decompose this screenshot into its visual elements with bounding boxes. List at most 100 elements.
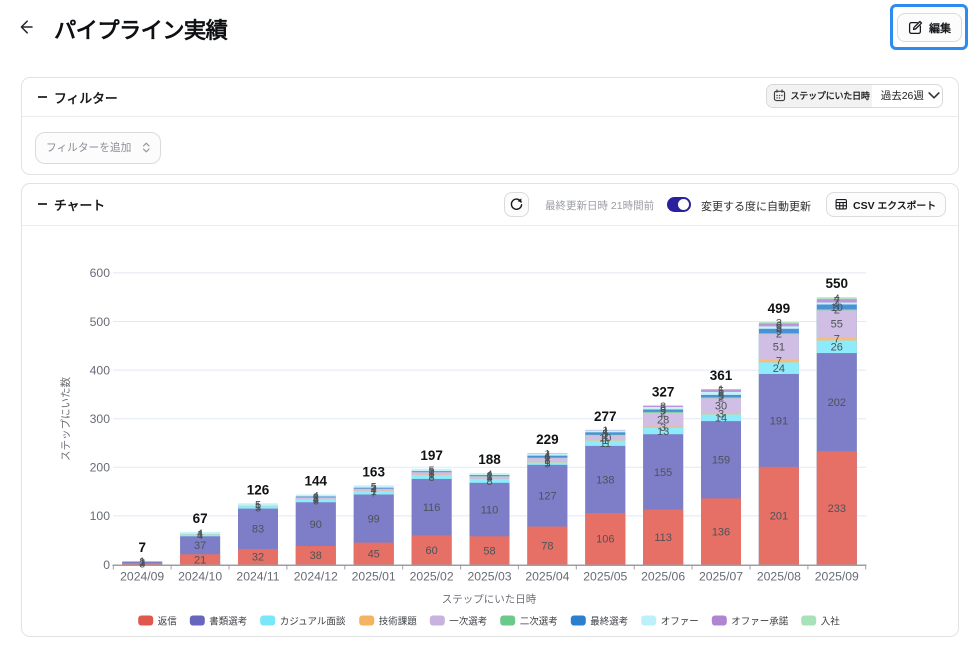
svg-text:5: 5 [429,468,435,480]
svg-text:127: 127 [538,491,556,503]
svg-text:5: 5 [660,406,666,418]
svg-text:90: 90 [310,519,322,531]
svg-text:1: 1 [544,453,550,465]
svg-text:58: 58 [483,545,495,557]
svg-text:1: 1 [544,457,550,469]
svg-text:2: 2 [313,492,319,504]
svg-text:38: 38 [310,550,322,562]
svg-text:3: 3 [718,409,724,421]
svg-text:2025/06: 2025/06 [641,569,685,583]
svg-text:126: 126 [247,482,270,497]
svg-text:ステップにいた日時: ステップにいた日時 [442,594,537,606]
svg-text:ステップにいた数: ステップにいた数 [59,377,72,461]
svg-text:30: 30 [715,401,727,413]
svg-text:オファー承諾: オファー承諾 [731,616,789,628]
svg-text:2: 2 [429,467,435,479]
svg-text:書類選考: 書類選考 [209,616,247,628]
svg-text:55: 55 [831,319,843,331]
svg-text:277: 277 [594,409,617,424]
svg-text:191: 191 [770,415,788,427]
svg-text:3: 3 [660,422,666,434]
svg-text:入社: 入社 [821,616,841,628]
svg-text:7: 7 [138,540,146,555]
svg-text:21: 21 [194,554,206,566]
svg-text:138: 138 [596,474,614,486]
svg-text:4: 4 [197,530,203,542]
svg-text:5: 5 [371,481,377,493]
svg-text:201: 201 [770,511,788,523]
svg-text:14: 14 [715,413,727,425]
svg-text:327: 327 [652,385,675,400]
svg-text:7: 7 [776,356,782,368]
svg-text:オファー: オファー [661,617,699,628]
svg-text:197: 197 [420,448,443,463]
svg-text:2025/03: 2025/03 [467,569,511,583]
svg-text:136: 136 [712,526,730,538]
svg-text:5: 5 [255,502,261,514]
svg-text:159: 159 [712,455,730,467]
svg-text:6: 6 [718,388,724,400]
svg-text:3: 3 [139,559,145,571]
svg-text:2024/10: 2024/10 [178,569,222,583]
svg-text:10: 10 [831,302,843,314]
svg-text:233: 233 [828,503,846,515]
svg-text:113: 113 [654,532,672,544]
svg-text:7: 7 [371,488,377,500]
svg-text:9: 9 [776,326,782,338]
svg-text:26: 26 [831,342,843,354]
svg-text:5: 5 [776,323,782,335]
svg-text:3: 3 [313,493,319,505]
svg-text:一次選考: 一次選考 [449,616,487,628]
svg-text:4: 4 [834,293,840,305]
svg-text:5: 5 [660,403,666,415]
svg-text:11: 11 [600,438,611,450]
svg-text:5: 5 [602,428,608,440]
svg-text:400: 400 [90,363,111,377]
svg-text:2025/09: 2025/09 [815,569,859,583]
svg-text:3: 3 [660,401,666,413]
svg-text:1: 1 [602,430,608,442]
svg-text:4: 4 [486,469,492,481]
svg-text:300: 300 [90,412,111,426]
svg-text:83: 83 [252,524,264,536]
svg-text:5: 5 [429,465,435,477]
svg-text:3: 3 [776,318,782,330]
svg-text:最終選考: 最終選考 [590,616,628,628]
svg-text:1: 1 [371,486,377,498]
svg-text:600: 600 [90,266,111,280]
svg-text:100: 100 [90,509,111,523]
svg-text:4: 4 [313,490,319,502]
svg-text:8: 8 [429,472,435,484]
svg-text:2025/04: 2025/04 [525,569,569,583]
svg-text:1: 1 [197,529,203,541]
svg-text:1: 1 [429,470,435,482]
svg-text:163: 163 [362,464,385,479]
svg-text:6: 6 [776,320,782,332]
svg-text:カジュアル面談: カジュアル面談 [280,616,346,628]
svg-text:1: 1 [602,435,608,447]
svg-text:2025/01: 2025/01 [352,569,396,583]
svg-text:500: 500 [90,315,111,329]
svg-text:28: 28 [657,415,669,427]
svg-text:99: 99 [368,514,380,526]
svg-text:8: 8 [544,455,550,467]
svg-text:2: 2 [718,393,724,405]
svg-text:10: 10 [599,433,611,445]
svg-text:51: 51 [773,341,785,353]
svg-text:24: 24 [773,363,785,375]
svg-text:7: 7 [834,296,840,308]
svg-text:188: 188 [478,452,501,467]
svg-text:1: 1 [255,501,261,513]
svg-text:4: 4 [834,298,840,310]
svg-text:116: 116 [423,502,441,514]
svg-text:5: 5 [486,473,492,485]
svg-text:4: 4 [197,528,203,540]
svg-text:2024/12: 2024/12 [294,569,338,583]
svg-text:1: 1 [313,494,319,506]
svg-text:二次選考: 二次選考 [520,616,558,628]
svg-text:6: 6 [313,496,319,508]
svg-text:5: 5 [718,391,724,403]
svg-text:4: 4 [602,426,608,438]
svg-text:13: 13 [657,426,669,438]
svg-text:550: 550 [826,276,849,291]
